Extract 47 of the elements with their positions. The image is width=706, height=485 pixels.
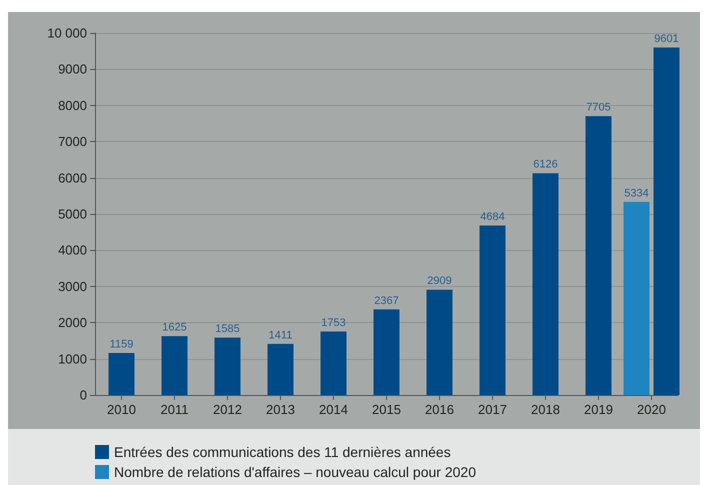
data-label: 4684 bbox=[480, 210, 505, 223]
y-tick-label: 4000 bbox=[58, 242, 87, 258]
data-label: 1411 bbox=[268, 329, 292, 342]
x-tick-label: 2018 bbox=[531, 402, 560, 417]
bar bbox=[480, 225, 506, 395]
data-label: 5334 bbox=[624, 187, 649, 200]
y-tick-label: 2000 bbox=[58, 315, 87, 330]
data-label: 2909 bbox=[427, 275, 452, 288]
data-label: 7705 bbox=[586, 102, 611, 114]
data-label: 6126 bbox=[533, 158, 558, 171]
data-label: 9601 bbox=[654, 32, 679, 45]
data-label: 1625 bbox=[162, 322, 187, 334]
bar bbox=[374, 309, 400, 395]
legend-label: Nombre de relations d'affaires – nouveau calcul pour 2020 bbox=[114, 464, 476, 480]
legend-label: Entrées des communications des 11 dernières années bbox=[114, 444, 451, 460]
data-label: 2367 bbox=[374, 294, 399, 307]
x-tick-label: 2013 bbox=[266, 402, 295, 417]
x-tick-label: 2014 bbox=[319, 402, 348, 417]
bar bbox=[320, 332, 346, 395]
data-label: 1753 bbox=[321, 317, 346, 330]
data-label: 1585 bbox=[215, 323, 240, 336]
y-tick-label: 10 000 bbox=[47, 26, 87, 40]
y-tick-label: 1000 bbox=[58, 351, 87, 366]
y-tick-label: 8000 bbox=[58, 98, 87, 113]
bar bbox=[586, 116, 612, 395]
bar bbox=[162, 336, 188, 395]
bar bbox=[108, 353, 134, 395]
y-tick-label: 5000 bbox=[58, 206, 87, 222]
bar bbox=[624, 202, 650, 395]
y-tick-label: 3000 bbox=[58, 278, 87, 294]
x-tick-label: 2010 bbox=[107, 402, 136, 417]
y-tick-label: 9000 bbox=[58, 62, 87, 77]
bar bbox=[268, 344, 294, 395]
y-tick-label: 0 bbox=[80, 388, 87, 402]
bar bbox=[426, 290, 452, 395]
x-tick-label: 2016 bbox=[425, 402, 454, 417]
x-tick-label: 2011 bbox=[160, 402, 188, 417]
x-tick-label: 2012 bbox=[213, 402, 242, 417]
x-tick-label: 2015 bbox=[372, 402, 401, 417]
bar bbox=[214, 338, 240, 395]
x-tick-label: 2020 bbox=[637, 402, 666, 417]
x-tick-label: 2017 bbox=[478, 402, 507, 417]
bar bbox=[532, 173, 558, 395]
y-tick-label: 7000 bbox=[58, 134, 87, 150]
y-tick-label: 6000 bbox=[58, 170, 87, 186]
data-label: 1159 bbox=[110, 338, 134, 351]
x-tick-label: 2019 bbox=[584, 402, 613, 417]
